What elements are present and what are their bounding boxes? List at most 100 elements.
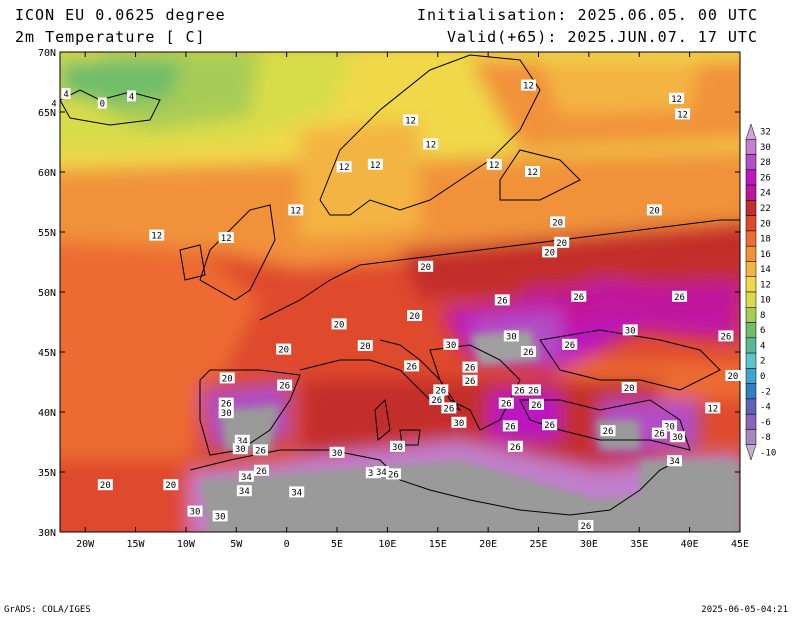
contour-label-box bbox=[127, 90, 137, 102]
contour-label-box bbox=[336, 161, 352, 173]
contour-label-box bbox=[252, 444, 268, 456]
lon-label: 0 bbox=[284, 539, 290, 550]
contour-label: 26 bbox=[510, 443, 521, 453]
colorbar-label: -10 bbox=[760, 448, 776, 458]
contour-label: 12 bbox=[290, 206, 301, 216]
contour-label: 12 bbox=[523, 82, 534, 92]
contour-label: 26 bbox=[388, 470, 399, 480]
contour-label-box bbox=[385, 468, 401, 480]
contour-label: 20 bbox=[420, 263, 431, 273]
contour-label: 34 bbox=[237, 437, 248, 447]
contour-label: 26 bbox=[573, 293, 584, 303]
lat-label: 65N bbox=[38, 108, 56, 119]
contour-label: 26 bbox=[435, 386, 446, 396]
contour-label: 20 bbox=[278, 346, 289, 356]
colorbar-swatch bbox=[745, 123, 757, 140]
contour-label-box bbox=[661, 420, 677, 432]
contour-label-box bbox=[571, 290, 587, 302]
lon-label: 15W bbox=[127, 539, 146, 550]
lon-label: 45E bbox=[731, 539, 749, 550]
contour-label-box bbox=[232, 443, 248, 455]
contour-label-box bbox=[49, 97, 59, 109]
contour-label: 20 bbox=[360, 342, 371, 352]
init-time: Initialisation: 2025.06.05. 00 UTC bbox=[416, 6, 758, 24]
colorbar-swatch bbox=[745, 169, 757, 186]
contour-label: 0 bbox=[100, 100, 105, 110]
contour-label-box bbox=[524, 166, 540, 177]
lon-label: 15E bbox=[429, 539, 447, 550]
contour-label: 12 bbox=[671, 95, 682, 105]
contour-label: 12 bbox=[677, 110, 688, 120]
contour-label-box bbox=[187, 505, 203, 517]
contour-label: 12 bbox=[425, 140, 436, 150]
valid-time: Valid(+65): 2025.JUN.07. 17 UTC bbox=[447, 28, 758, 46]
contour-label: 26 bbox=[443, 404, 454, 414]
contour-label-box bbox=[672, 290, 688, 302]
lon-label: 5W bbox=[230, 539, 243, 550]
colorbar-label: 24 bbox=[760, 189, 771, 199]
colorbar-swatch bbox=[745, 139, 757, 155]
colorbar-label: 2 bbox=[760, 357, 765, 367]
contour-label-box bbox=[622, 324, 638, 336]
contour-label-box bbox=[238, 470, 254, 482]
contour-label-box bbox=[433, 384, 449, 396]
contour-label: 26 bbox=[255, 446, 266, 456]
colorbar-swatch bbox=[745, 368, 757, 384]
colorbar-label: -6 bbox=[760, 418, 771, 428]
colorbar-swatch bbox=[745, 245, 757, 262]
model-title: ICON EU 0.0625 degree bbox=[15, 6, 226, 24]
contour-label: 26 bbox=[406, 362, 417, 372]
lon-label: 10E bbox=[378, 539, 396, 550]
contour-label-box bbox=[462, 361, 478, 373]
colorbar-swatch bbox=[745, 307, 757, 323]
contour-label-box bbox=[451, 416, 467, 428]
contour-label-box bbox=[97, 479, 113, 491]
contour-label: 26 bbox=[580, 522, 591, 532]
contour-label-box bbox=[367, 158, 383, 170]
colorbar-label: 10 bbox=[760, 296, 771, 306]
contour-label-box bbox=[218, 232, 234, 243]
contour-label-box bbox=[253, 464, 269, 476]
lon-label: 25E bbox=[529, 539, 547, 550]
colorbar-label: 4 bbox=[760, 341, 765, 351]
contour-label-box bbox=[525, 384, 541, 396]
lat-label: 50N bbox=[38, 288, 56, 299]
contour-label: 12 bbox=[151, 232, 162, 242]
colorbar-label: 32 bbox=[760, 128, 771, 138]
contour-label-box bbox=[404, 360, 420, 372]
contour-label: 20 bbox=[556, 239, 567, 249]
contour-label: 34 bbox=[669, 457, 680, 467]
contour-label: 20 bbox=[649, 206, 660, 216]
colorbar-swatch bbox=[745, 413, 757, 430]
contour-label-box bbox=[149, 229, 165, 241]
contour-label-box bbox=[289, 486, 305, 498]
colorbar-label: 8 bbox=[760, 311, 765, 321]
colorbar-swatch bbox=[745, 398, 757, 415]
lat-label: 45N bbox=[38, 348, 56, 359]
contour-label-box bbox=[276, 343, 292, 355]
contour-label-box bbox=[651, 427, 667, 439]
contour-label: 12 bbox=[370, 161, 381, 171]
colorbar-swatch bbox=[745, 383, 757, 400]
contour-label-box bbox=[718, 330, 734, 342]
contour-label: 12 bbox=[489, 161, 500, 171]
lon-label: 40E bbox=[681, 539, 699, 550]
colorbar-label: 30 bbox=[760, 143, 771, 153]
contour-label-box bbox=[331, 318, 347, 330]
contour-label-box bbox=[554, 236, 570, 248]
colorbar-label: -8 bbox=[760, 433, 771, 443]
contour-label: 30 bbox=[190, 508, 201, 518]
contour-label-box bbox=[498, 397, 514, 409]
contour-label-box bbox=[373, 466, 389, 477]
contour-label: 34 bbox=[241, 473, 252, 483]
contour-label: 30 bbox=[332, 449, 343, 459]
temperature-field bbox=[60, 52, 740, 532]
contour-label-box bbox=[503, 330, 519, 342]
lon-label: 5E bbox=[331, 539, 343, 550]
contour-label: 20 bbox=[409, 312, 420, 322]
contour-label-box bbox=[520, 346, 536, 357]
contour-label: 26 bbox=[465, 377, 476, 387]
contour-label-box bbox=[542, 246, 558, 258]
lat-axis: 30N 35N 40N 45N 50N 55N 60N 65N 70N bbox=[38, 48, 740, 539]
